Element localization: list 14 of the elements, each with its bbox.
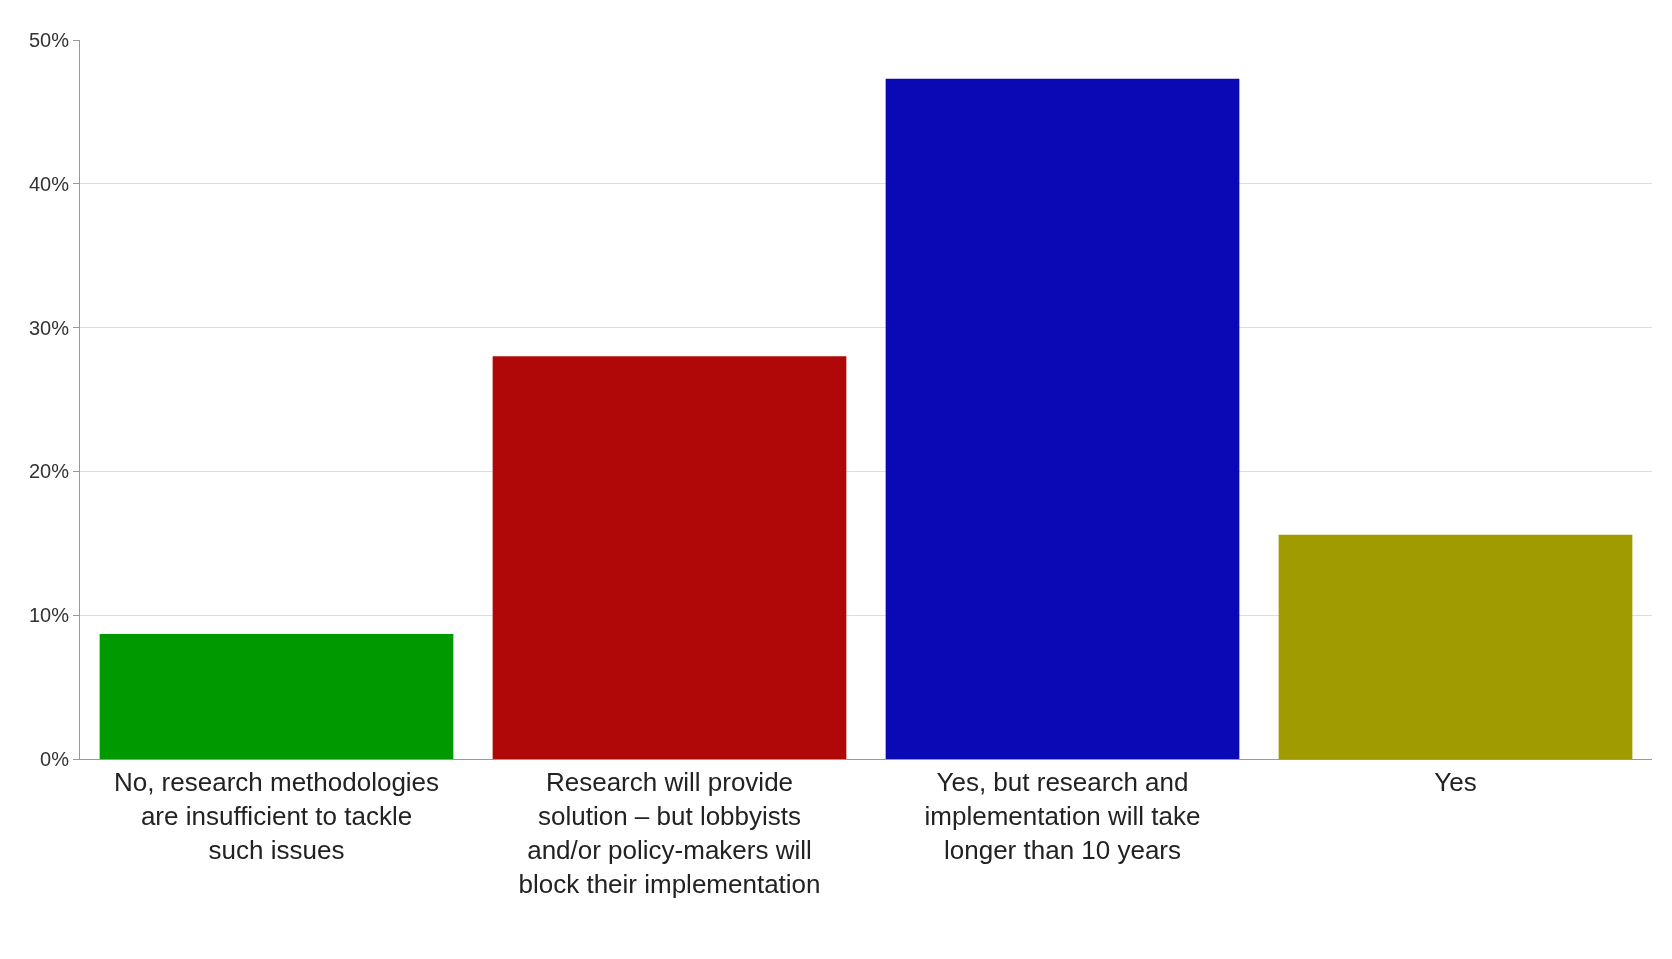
bar [99, 633, 454, 759]
y-tick-label: 50% [28, 29, 70, 51]
bar [885, 78, 1240, 759]
x-tick-label: Research will provide solution – but lobbyists and/or policy-makers will block their implementation [518, 767, 821, 899]
x-tick-label: Yes [1434, 767, 1477, 798]
x-tick-label: No, research methodologies are insufficient to tackle such issues [113, 767, 440, 865]
x-tick-label: Yes, but research and implementation will take longer than 10 years [924, 767, 1201, 865]
bar [1278, 534, 1633, 759]
y-tick-label: 20% [28, 460, 70, 483]
y-tick-label: 0% [40, 748, 70, 770]
y-tick-label: 10% [28, 604, 70, 627]
y-tick-label: 30% [28, 316, 70, 339]
y-tick-label: 40% [28, 172, 70, 195]
bar [492, 356, 847, 759]
